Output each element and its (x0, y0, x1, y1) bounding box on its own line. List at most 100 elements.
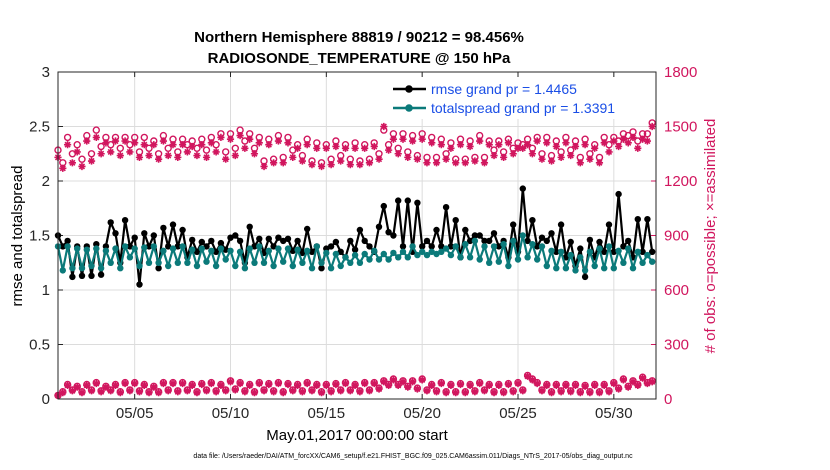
obs-assimilated-point (634, 144, 642, 152)
obs-assimilated-point (236, 131, 244, 140)
obs-assimilated-point (648, 378, 656, 386)
data-point (236, 237, 244, 245)
obs-assimilated-point (212, 148, 220, 156)
obs-assimilated-point (361, 144, 369, 152)
obs-assimilated-point (212, 388, 220, 396)
obs-assimilated-point (126, 148, 134, 156)
obs-assimilated-point (480, 159, 489, 167)
obs-assimilated-point (437, 141, 445, 149)
obs-assimilated-point (557, 153, 565, 161)
obs-assimilated-point (322, 144, 330, 152)
obs-assimilated-point (270, 159, 278, 167)
obs-possible-point (116, 144, 125, 153)
obs-assimilated-point (78, 389, 86, 397)
obs-assimilated-point (327, 161, 335, 169)
data-point (332, 238, 340, 246)
obs-assimilated-point (591, 144, 599, 152)
obs-assimilated-point (576, 159, 584, 167)
data-point (251, 259, 258, 266)
data-point (347, 237, 354, 245)
obs-assimilated-point (543, 139, 551, 147)
obs-assimilated-point (538, 387, 546, 395)
data-point (222, 246, 229, 253)
data-point (256, 243, 263, 250)
obs-possible-point (92, 126, 101, 134)
data-point (625, 237, 632, 245)
obs-assimilated-point (135, 388, 144, 396)
data-point (351, 251, 359, 259)
data-point (342, 254, 349, 261)
data-point (610, 248, 617, 255)
y2-tick-label: 1500 (664, 119, 697, 136)
obs-assimilated-point (121, 379, 129, 388)
data-point (337, 262, 344, 270)
data-point (112, 245, 119, 252)
obs-possible-point (221, 148, 230, 156)
obs-assimilated-point (308, 387, 316, 395)
obs-assimilated-point (274, 379, 283, 388)
data-point (615, 190, 622, 198)
obs-assimilated-point (293, 381, 302, 389)
data-point (212, 262, 220, 270)
obs-assimilated-point (193, 389, 201, 397)
data-point (59, 267, 66, 274)
data-point (452, 243, 459, 250)
y-tick-label: 2.5 (29, 119, 50, 136)
data-point (390, 249, 397, 257)
data-point (179, 243, 186, 250)
data-point (102, 247, 110, 254)
data-point (419, 243, 426, 250)
data-point (433, 226, 440, 234)
series (54, 119, 656, 400)
data-point (337, 248, 344, 255)
obs-assimilated-point (619, 135, 628, 143)
obs-assimilated-point (476, 379, 484, 388)
y-tick-label: 0.5 (29, 337, 50, 354)
data-point (596, 238, 603, 246)
series-0 (54, 185, 656, 288)
data-point (78, 265, 86, 272)
data-point (270, 243, 277, 250)
obs-assimilated-point (116, 151, 124, 160)
obs-assimilated-point (164, 387, 172, 395)
obs-assimilated-point (480, 387, 489, 395)
data-point (270, 262, 277, 270)
data-point (562, 265, 570, 272)
obs-possible-point (643, 130, 652, 138)
obs-assimilated-point (591, 381, 599, 389)
obs-assimilated-point (442, 155, 450, 163)
data-point (524, 237, 531, 245)
obs-assimilated-point (289, 387, 297, 395)
obs-assimilated-point (265, 380, 273, 389)
obs-assimilated-point (423, 159, 431, 167)
data-point (69, 265, 76, 272)
data-point (141, 244, 148, 251)
data-point (481, 237, 488, 245)
obs-assimilated-point (308, 161, 316, 169)
obs-assimilated-point (337, 157, 345, 165)
data-point (189, 236, 196, 244)
obs-assimilated-point (485, 141, 493, 149)
data-point (174, 243, 181, 250)
obs-assimilated-point (317, 389, 326, 397)
obs-assimilated-point (461, 389, 469, 397)
obs-assimilated-point (595, 389, 604, 397)
data-point (304, 225, 311, 233)
legend-box (386, 77, 650, 119)
y-tick-label: 0 (42, 391, 50, 408)
y2-tick-label: 1800 (664, 64, 697, 81)
obs-assimilated-point (332, 380, 340, 389)
obs-assimilated-point (145, 389, 153, 397)
obs-assimilated-point (351, 381, 359, 389)
data-point (83, 246, 91, 253)
obs-assimilated-point (452, 389, 460, 397)
obs-assimilated-point (365, 387, 374, 395)
obs-assimilated-point (78, 162, 86, 171)
data-point (452, 217, 459, 224)
data-point (639, 248, 646, 255)
data-point (543, 262, 550, 270)
data-point (284, 245, 292, 252)
legend: rmse grand pr = 1.4465 totalspread grand… (386, 77, 650, 119)
data-point (323, 249, 330, 257)
data-point (486, 237, 493, 245)
